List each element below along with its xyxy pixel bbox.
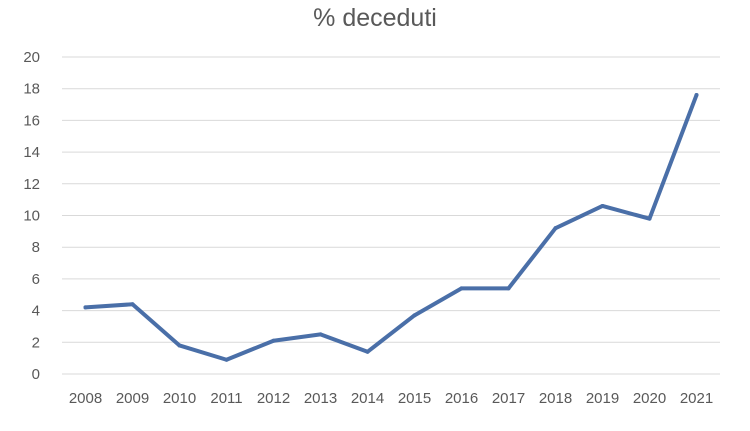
x-tick-label: 2016	[445, 390, 478, 407]
data-point	[506, 286, 511, 291]
chart-title: % deceduti	[313, 4, 437, 32]
data-point	[177, 343, 182, 348]
x-tick-label: 2018	[539, 390, 572, 407]
x-tick-label: 2011	[210, 390, 242, 407]
y-tick-label: 20	[23, 49, 40, 66]
y-tick-label: 6	[32, 271, 40, 288]
data-point	[600, 203, 605, 208]
x-tick-label: 2021	[680, 390, 713, 407]
x-tick-label: 2013	[304, 390, 337, 407]
y-tick-label: 16	[23, 112, 40, 129]
y-tick-label: 4	[32, 303, 40, 320]
x-tick-label: 2014	[351, 390, 384, 407]
data-point	[459, 286, 464, 291]
data-point	[318, 332, 323, 337]
x-tick-label: 2008	[69, 390, 102, 407]
y-tick-label: 14	[23, 144, 40, 161]
data-point	[412, 313, 417, 318]
y-tick-label: 0	[32, 366, 40, 383]
y-tick-label: 2	[32, 334, 40, 351]
x-tick-label: 2017	[492, 390, 525, 407]
data-point	[271, 338, 276, 343]
data-point	[647, 216, 652, 221]
data-point	[553, 226, 558, 231]
series-layer	[83, 93, 699, 362]
x-tick-label: 2020	[633, 390, 666, 407]
x-tick-label: 2009	[116, 390, 149, 407]
data-point	[224, 357, 229, 362]
x-tick-label: 2010	[163, 390, 196, 407]
gridlines	[62, 56, 720, 375]
data-point	[694, 93, 699, 98]
y-tick-label: 12	[23, 176, 40, 193]
data-point	[130, 302, 135, 307]
data-point	[83, 305, 88, 310]
y-tick-label: 8	[32, 239, 40, 256]
series-line	[83, 93, 699, 362]
x-axis-ticks: 2008 2009 2010 2011 2012 2013 2014 2015 2016 2017…	[69, 390, 713, 407]
data-point	[365, 349, 370, 354]
x-tick-label: 2019	[586, 390, 619, 407]
x-tick-label: 2012	[257, 390, 290, 407]
y-tick-label: 10	[23, 208, 40, 225]
y-axis-ticks: 0 2 4 6 8 10 12 14 16 18 20	[23, 49, 40, 383]
x-tick-label: 2015	[398, 390, 431, 407]
y-tick-label: 18	[23, 81, 40, 98]
